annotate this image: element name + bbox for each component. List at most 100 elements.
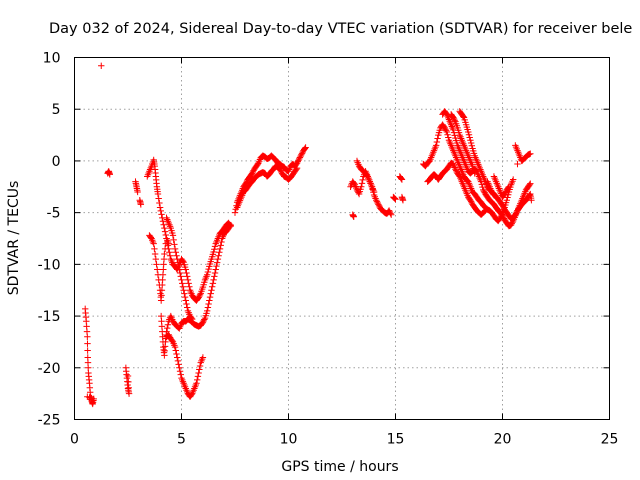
y-tick-label: -10 <box>38 257 61 273</box>
data-point <box>210 248 217 256</box>
data-point <box>434 135 441 142</box>
data-point <box>249 168 257 176</box>
data-point <box>527 150 534 157</box>
data-point <box>467 197 474 204</box>
data-point <box>161 224 168 232</box>
data-point <box>467 137 474 144</box>
data-point <box>452 167 460 174</box>
x-tick-labels: 0 5 10 15 20 25 <box>70 432 618 448</box>
data-point <box>512 211 519 218</box>
data-point <box>296 154 304 161</box>
data-point <box>433 138 441 146</box>
x-tick-label: 10 <box>280 432 298 448</box>
data-point <box>205 265 212 273</box>
data-point <box>183 300 190 308</box>
data-point <box>200 317 207 325</box>
data-point <box>297 152 304 160</box>
data-point <box>166 252 174 259</box>
grid-lines <box>74 57 610 420</box>
data-point <box>177 273 184 280</box>
data-point <box>199 319 207 326</box>
data-point <box>208 287 215 294</box>
x-tick-label: 0 <box>70 432 79 448</box>
x-tick-label: 20 <box>494 432 512 448</box>
data-point <box>174 354 181 361</box>
data-point <box>460 113 467 120</box>
data-point <box>171 343 179 351</box>
data-point <box>206 297 213 304</box>
data-point <box>158 211 165 218</box>
data-point <box>203 307 211 315</box>
y-tick-label: 10 <box>43 51 61 67</box>
data-point <box>178 276 185 284</box>
data-point <box>171 241 178 248</box>
data-point <box>500 213 507 221</box>
data-point <box>444 131 451 138</box>
data-point <box>370 189 377 196</box>
data-point <box>157 207 165 215</box>
data-point <box>481 208 488 215</box>
data-point <box>203 271 211 278</box>
data-point <box>294 158 301 165</box>
data-point <box>295 157 302 164</box>
data-point <box>151 250 159 258</box>
data-point <box>214 255 222 263</box>
data-point <box>215 252 222 259</box>
data-point <box>441 124 448 132</box>
data-point <box>84 393 91 400</box>
data-point <box>359 176 366 184</box>
data-point <box>84 340 91 347</box>
data-point <box>156 199 163 207</box>
data-point <box>155 195 162 202</box>
data-point <box>154 266 161 273</box>
data-point <box>502 189 509 196</box>
data-point <box>172 347 179 354</box>
data-point <box>302 144 309 151</box>
data-point <box>184 273 191 280</box>
data-point <box>189 315 196 323</box>
data-point <box>216 249 223 256</box>
data-point <box>151 245 158 253</box>
data-point <box>184 304 191 311</box>
data-point <box>181 290 188 297</box>
data-point <box>248 170 256 177</box>
data-point <box>373 198 381 205</box>
data-point <box>176 368 184 375</box>
data-point <box>231 209 239 216</box>
data-point <box>183 269 190 277</box>
data-point <box>350 213 357 220</box>
data-point <box>193 376 201 384</box>
data-point <box>175 361 182 368</box>
data-point <box>201 316 208 323</box>
data-point <box>179 258 187 265</box>
data-point <box>160 221 167 228</box>
data-point <box>173 252 180 259</box>
data-point <box>181 293 189 301</box>
data-point <box>153 261 160 268</box>
data-point <box>391 195 398 202</box>
data-point <box>526 191 533 199</box>
data-point <box>84 333 91 340</box>
data-point <box>177 371 184 378</box>
data-point <box>226 222 234 230</box>
data-point <box>455 172 463 179</box>
data-point <box>277 167 284 174</box>
data-point <box>503 197 510 204</box>
data-point <box>164 321 172 328</box>
y-axis-label: SDTVAR / TECUs <box>6 181 22 296</box>
data-point <box>298 150 306 157</box>
data-point <box>174 259 182 266</box>
data-point <box>161 250 168 258</box>
data-point <box>211 269 219 277</box>
data-point <box>150 240 157 247</box>
data-point <box>185 280 192 287</box>
y-tick-label: -15 <box>38 309 61 325</box>
data-point <box>293 164 301 172</box>
data-point <box>211 245 218 253</box>
data-point <box>196 366 203 373</box>
data-point <box>205 300 212 308</box>
data-point <box>162 231 170 239</box>
data-point <box>206 293 214 301</box>
data-point <box>350 180 358 187</box>
